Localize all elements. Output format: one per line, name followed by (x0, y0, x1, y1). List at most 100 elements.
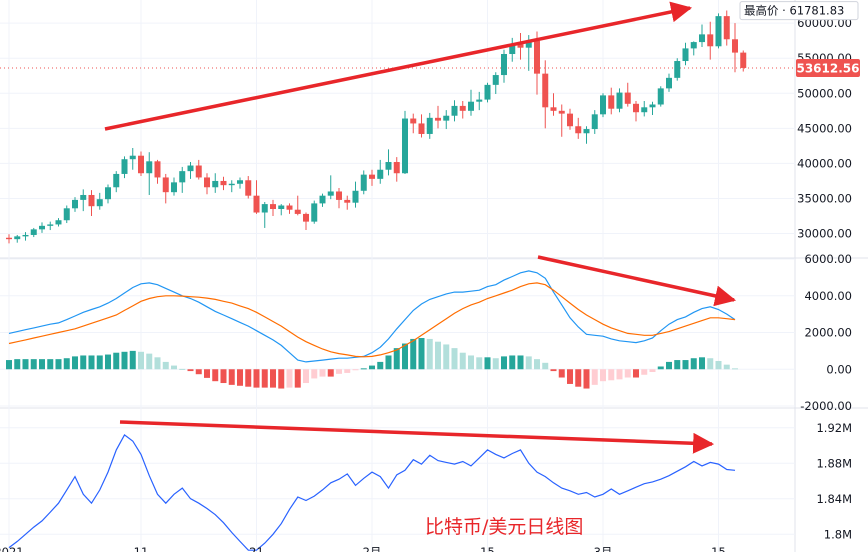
macd-tick-label: 4000.00 (804, 289, 852, 303)
candle-body (22, 234, 29, 237)
candle-body (360, 174, 367, 191)
candle-body (212, 180, 219, 188)
candle-body (715, 16, 722, 47)
macd-hist-bar (418, 338, 425, 370)
hashrate-tick-label: 1.92M (816, 421, 852, 435)
candle-body (179, 171, 186, 183)
candle-body (591, 114, 598, 130)
candle-body (253, 195, 260, 213)
hashrate-line (8, 434, 736, 551)
macd-hist-bar (72, 356, 78, 370)
macd-hist-bar (674, 360, 681, 370)
macd-hist-bar (14, 359, 21, 370)
candle-body (204, 177, 210, 188)
last-price-value: 53612.56 (796, 61, 859, 75)
macd-hist-bar (319, 369, 326, 377)
candle-body (369, 174, 375, 179)
candle-body (245, 180, 252, 196)
macd-hist-bar (55, 359, 62, 370)
macd-hist-bar (30, 359, 37, 370)
macd-hist-bar (641, 369, 648, 375)
candle-body (690, 42, 697, 49)
macd-trend-arrow (537, 255, 737, 307)
last-price-tag (796, 58, 860, 77)
candle-body (377, 169, 384, 179)
macd-hist-bar (501, 356, 507, 370)
candle-body (542, 73, 549, 108)
candle-body (550, 107, 557, 111)
candle-body (699, 34, 705, 43)
x-tick-label: 11 (134, 545, 149, 552)
macd-hist-bar (542, 362, 549, 370)
candle-body (237, 180, 243, 184)
candle-body (402, 118, 408, 174)
candle-body (121, 159, 128, 174)
macd-hist-bar (220, 369, 227, 384)
macd-hist-bar (393, 348, 400, 370)
macd-hist-bar (22, 359, 29, 370)
hashrate-tick-label: 1.88M (816, 456, 852, 470)
macd-tick-label: 0.00 (826, 362, 852, 376)
candle-body (525, 40, 532, 48)
price-tick-label: 45000.00 (797, 121, 852, 135)
candle-body (410, 118, 417, 124)
macd-hist-bar (228, 369, 235, 385)
x-tick-label: 2021 (0, 545, 24, 552)
macd-hist-bar (360, 368, 367, 370)
macd-hist-bar (336, 369, 342, 374)
candle-body (484, 84, 491, 100)
candle-body (723, 16, 730, 40)
macd-hist-bar (608, 369, 615, 381)
candle-body (567, 113, 573, 127)
macd-hist-bar (517, 355, 524, 370)
macd-hist-bar (80, 355, 87, 370)
macd-hist-bar (121, 351, 128, 370)
macd-hist-bar (723, 364, 730, 370)
candle-body (633, 103, 639, 113)
candle-body (352, 190, 359, 203)
candle-body (39, 225, 45, 230)
macd-hist-bar (583, 369, 590, 389)
candle-body (154, 161, 161, 178)
candle-body (336, 191, 342, 200)
macd-hist-bar (6, 360, 12, 370)
high-price-label: 最高价 · 61781.83 (744, 4, 844, 18)
hashrate-tick-label: 1.8M (824, 527, 852, 541)
candle-body (72, 199, 78, 209)
chart-caption: 比特币/美元日线图 (425, 516, 583, 538)
candle-body (600, 95, 606, 115)
candle-body (105, 187, 111, 200)
macd-hist-bar (525, 356, 532, 370)
candle-body (732, 39, 738, 53)
candle-body (63, 208, 70, 221)
price-tags: 53612.56 最高价 · 61781.83 (739, 1, 860, 77)
candle-body (261, 204, 268, 213)
macd-hist-bar (344, 369, 351, 373)
macd-hist-bar (707, 358, 714, 370)
candle-body (435, 117, 441, 121)
candle-body (517, 44, 524, 48)
candlestick-series (6, 10, 747, 244)
macd-hist-bar (426, 338, 433, 370)
hashrate-trend-arrow (119, 420, 715, 454)
candle-body (707, 34, 714, 47)
candle-body (385, 162, 392, 170)
macd-hist-bar (369, 365, 375, 370)
macd-hist-bar (690, 358, 697, 370)
macd-hist-bar (484, 357, 491, 370)
candle-body (608, 95, 615, 109)
candle-body (344, 199, 351, 203)
macd-hist-bar (459, 352, 466, 370)
macd-hist-bar (624, 369, 631, 378)
trend-arrows (104, 1, 737, 454)
candle-body (220, 180, 227, 186)
macd-hist-bar (435, 341, 441, 370)
macd-hist-bar (402, 343, 408, 370)
x-tick-label: 15 (711, 545, 726, 552)
macd-hist-bar (286, 369, 293, 388)
candle-body (583, 129, 590, 134)
candle-body (468, 101, 474, 111)
macd-hist-bar (154, 357, 161, 370)
candle-body (14, 236, 21, 240)
